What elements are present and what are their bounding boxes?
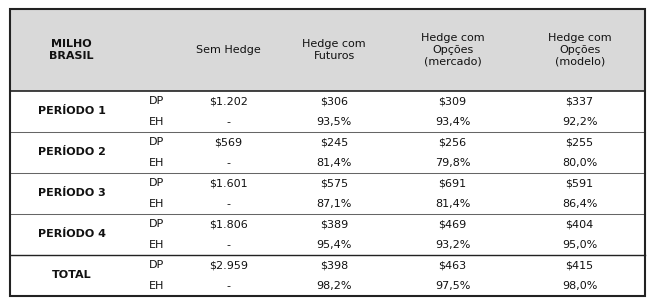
Text: -: -	[227, 199, 231, 209]
Text: $398: $398	[320, 260, 349, 270]
Text: Hedge com
Opções
(mercado): Hedge com Opções (mercado)	[421, 34, 485, 66]
Text: $415: $415	[566, 260, 594, 270]
Text: $463: $463	[439, 260, 467, 270]
Bar	[10, 9, 645, 91]
Text: 97,5%: 97,5%	[435, 281, 470, 291]
Text: $1.202: $1.202	[209, 96, 248, 106]
Text: -: -	[227, 281, 231, 291]
Text: Hedge com
Opções
(modelo): Hedge com Opções (modelo)	[548, 34, 612, 66]
Text: PERÍODO 1: PERÍODO 1	[38, 106, 106, 117]
Bar	[10, 91, 645, 132]
Text: EH: EH	[149, 158, 164, 168]
Text: $309: $309	[439, 96, 467, 106]
Text: $1.601: $1.601	[209, 178, 248, 188]
Text: DP: DP	[149, 96, 164, 106]
Bar	[10, 214, 645, 255]
Text: PERÍODO 4: PERÍODO 4	[38, 229, 106, 239]
Text: DP: DP	[149, 260, 164, 270]
Bar	[10, 132, 645, 173]
Text: 81,4%: 81,4%	[316, 158, 352, 168]
Text: 81,4%: 81,4%	[435, 199, 470, 209]
Text: -: -	[227, 240, 231, 249]
Text: 87,1%: 87,1%	[316, 199, 352, 209]
Text: 95,0%: 95,0%	[562, 240, 597, 249]
Text: 93,2%: 93,2%	[435, 240, 470, 249]
Text: Hedge com
Futuros: Hedge com Futuros	[303, 39, 366, 61]
Text: 86,4%: 86,4%	[562, 199, 597, 209]
Text: 98,0%: 98,0%	[562, 281, 597, 291]
Text: 80,0%: 80,0%	[562, 158, 597, 168]
Text: 79,8%: 79,8%	[435, 158, 470, 168]
Text: $255: $255	[566, 137, 594, 147]
Text: $306: $306	[320, 96, 348, 106]
Text: 93,5%: 93,5%	[317, 117, 352, 127]
Text: EH: EH	[149, 199, 164, 209]
Text: $404: $404	[566, 219, 594, 229]
Text: -: -	[227, 158, 231, 168]
Text: $2.959: $2.959	[209, 260, 248, 270]
Text: Sem Hedge: Sem Hedge	[196, 45, 261, 55]
Text: MILHO
BRASIL: MILHO BRASIL	[49, 39, 94, 61]
Text: 93,4%: 93,4%	[435, 117, 470, 127]
Text: DP: DP	[149, 178, 164, 188]
Text: $245: $245	[320, 137, 349, 147]
Text: -: -	[227, 117, 231, 127]
Text: TOTAL: TOTAL	[52, 270, 91, 280]
Text: PERÍODO 2: PERÍODO 2	[38, 147, 106, 157]
Text: $575: $575	[320, 178, 348, 188]
Text: $569: $569	[214, 137, 242, 147]
Text: 92,2%: 92,2%	[562, 117, 597, 127]
Bar	[10, 173, 645, 214]
Text: EH: EH	[149, 117, 164, 127]
Text: EH: EH	[149, 281, 164, 291]
Text: $256: $256	[439, 137, 467, 147]
Text: DP: DP	[149, 137, 164, 147]
Text: $389: $389	[320, 219, 349, 229]
Bar	[10, 255, 645, 296]
Text: 98,2%: 98,2%	[316, 281, 352, 291]
Text: PERÍODO 3: PERÍODO 3	[38, 188, 106, 198]
Text: 95,4%: 95,4%	[316, 240, 352, 249]
Text: EH: EH	[149, 240, 164, 249]
Text: $1.806: $1.806	[209, 219, 248, 229]
Text: $591: $591	[566, 178, 594, 188]
Text: DP: DP	[149, 219, 164, 229]
Text: $691: $691	[439, 178, 467, 188]
Text: $469: $469	[439, 219, 467, 229]
Text: $337: $337	[566, 96, 594, 106]
